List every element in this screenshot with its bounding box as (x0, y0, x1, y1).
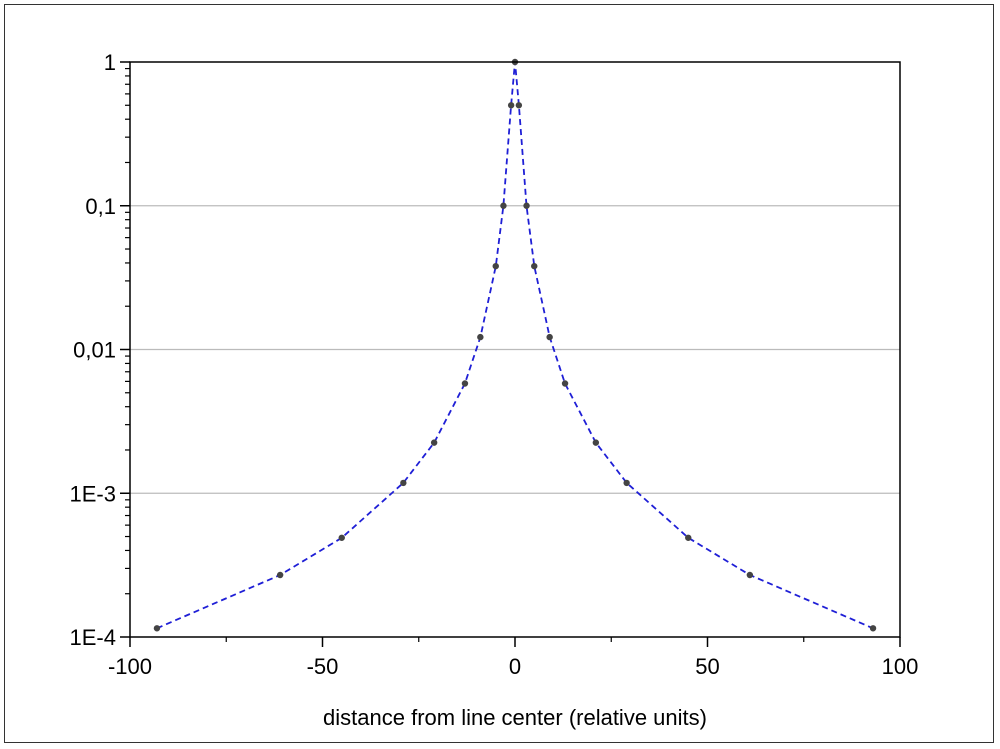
data-point (153, 625, 161, 632)
data-point (338, 534, 345, 541)
x-tick-label: 100 (882, 654, 919, 679)
tick-labels: 1E-4 1E-3 0,01 0,1 1 -100 -50 0 50 100 (70, 50, 919, 679)
x-tick-label: -50 (307, 654, 339, 679)
data-points (153, 58, 877, 632)
x-tick-label: 50 (695, 654, 719, 679)
grid-lines (130, 205, 900, 494)
y-tick-label: 1E-4 (70, 625, 116, 650)
data-point (500, 202, 507, 209)
data-point (477, 333, 484, 341)
y-tick-label: 0,1 (85, 194, 116, 219)
data-point (400, 479, 407, 487)
data-point (869, 625, 877, 632)
series-line (156, 61, 874, 630)
data-point (531, 262, 538, 270)
data-point (430, 439, 438, 446)
x-tick-label: 0 (509, 654, 521, 679)
y-tick-label: 0,01 (73, 338, 116, 363)
data-point (592, 439, 600, 446)
data-point (492, 262, 499, 270)
chart-frame (4, 4, 994, 743)
data-point (515, 102, 523, 109)
data-point (276, 571, 284, 579)
data-point (546, 333, 553, 341)
x-tick-label: -100 (108, 654, 152, 679)
y-tick-label: 1E-3 (70, 481, 116, 506)
y-tick-label: 1 (104, 50, 116, 75)
data-point (461, 380, 469, 387)
data-point (507, 102, 515, 109)
data-point (561, 380, 569, 387)
data-point (746, 571, 754, 579)
x-axis-title: distance from line center (relative unit… (323, 705, 707, 730)
data-point (685, 534, 692, 541)
data-point (523, 202, 530, 209)
data-point (623, 479, 630, 487)
axis-ticks (120, 61, 901, 647)
